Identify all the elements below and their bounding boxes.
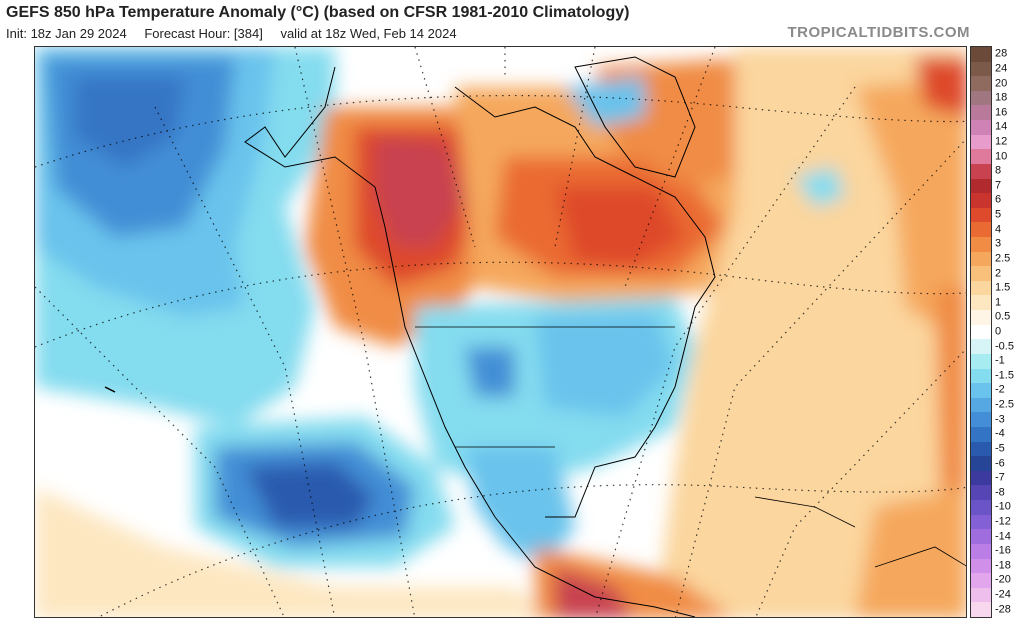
colorbar-segment	[971, 251, 991, 267]
colorbar-label: -28	[995, 603, 1011, 616]
colorbar-segment	[971, 163, 991, 180]
colorbar-label: 7	[995, 179, 1002, 192]
colorbar-segment	[971, 427, 991, 443]
colorbar-label: 16	[995, 106, 1008, 119]
colorbar-segment	[971, 222, 991, 238]
colorbar-segment	[971, 149, 991, 165]
colorbar-segment	[971, 193, 991, 209]
colorbar-segment	[971, 76, 991, 92]
colorbar-segment	[971, 339, 991, 355]
colorbar-label: -5	[995, 442, 1005, 455]
brand-watermark: TROPICALTIDBITS.COM	[787, 24, 970, 41]
coastlines	[104, 56, 966, 617]
colorbar-segment	[971, 412, 991, 428]
colorbar-label: -1.5	[995, 369, 1014, 382]
colorbar-label: 1.5	[995, 281, 1011, 294]
colorbar-segment	[971, 295, 991, 311]
colorbar-segment	[971, 105, 991, 121]
colorbar-segment	[971, 529, 991, 545]
colorbar-segment	[971, 514, 991, 530]
colorbar-segment	[971, 324, 991, 340]
colorbar-segment	[971, 280, 991, 296]
colorbar-label: -2	[995, 383, 1005, 396]
colorbar-label: -10	[995, 500, 1011, 513]
valid-time: valid at 18z Wed, Feb 14 2024	[280, 26, 457, 41]
colorbar-segment	[971, 207, 991, 223]
init-time: Init: 18z Jan 29 2024	[6, 26, 127, 41]
colorbar-label: -1	[995, 354, 1005, 367]
colorbar-segment	[971, 456, 991, 472]
colorbar-segment	[971, 383, 991, 399]
colorbar-segment	[971, 266, 991, 282]
colorbar-segment	[971, 134, 991, 150]
colorbar-label: -8	[995, 486, 1005, 499]
colorbar-label: -0.5	[995, 340, 1014, 353]
colorbar-segment	[971, 470, 991, 486]
colorbar-label: 0	[995, 325, 1002, 338]
colorbar-label: 14	[995, 120, 1008, 133]
colorbar-segment	[971, 500, 991, 516]
colorbar-segment	[971, 61, 991, 77]
colorbar-segment	[971, 602, 991, 618]
colorbar-labels: 28 24 20 18 16 14 12 10 8 7 6 5 4 3 2.5 2 1.5 1 0.5 0 -0.5 -1…	[994, 46, 1024, 618]
colorbar-label: -18	[995, 559, 1011, 572]
anomaly-field	[35, 47, 966, 617]
colorbar-label: 4	[995, 223, 1002, 236]
colorbar-segment	[971, 441, 991, 457]
colorbar-segment	[971, 178, 991, 194]
colorbar-label: 28	[995, 47, 1008, 60]
colorbar-label: -6	[995, 457, 1005, 470]
colorbar	[970, 46, 992, 618]
colorbar-label: -16	[995, 544, 1011, 557]
colorbar-label: 18	[995, 91, 1008, 104]
colorbar-label: -14	[995, 530, 1011, 543]
colorbar-label: 20	[995, 77, 1008, 90]
graticule	[35, 47, 966, 617]
colorbar-label: -12	[995, 515, 1011, 528]
colorbar-label: 0.5	[995, 310, 1011, 323]
colorbar-label: -2.5	[995, 398, 1014, 411]
colorbar-label: -3	[995, 413, 1005, 426]
colorbar-segment	[971, 310, 991, 326]
colorbar-label: 2	[995, 267, 1002, 280]
colorbar-segment	[971, 587, 991, 603]
chart-title: GEFS 850 hPa Temperature Anomaly (°C) (b…	[6, 4, 630, 21]
map-canvas	[35, 47, 966, 617]
colorbar-segment	[971, 397, 991, 413]
colorbar-label: -20	[995, 573, 1011, 586]
colorbar-segment	[971, 353, 991, 370]
colorbar-segment	[971, 485, 991, 501]
forecast-hour: Forecast Hour: [384]	[144, 26, 263, 41]
colorbar-segment	[971, 368, 991, 384]
colorbar-segment	[971, 120, 991, 136]
colorbar-label: 5	[995, 208, 1002, 221]
colorbar-label: 24	[995, 62, 1008, 75]
colorbar-label: -7	[995, 471, 1005, 484]
colorbar-label: 12	[995, 135, 1008, 148]
anomaly-map	[34, 46, 967, 618]
colorbar-label: 1	[995, 296, 1002, 309]
colorbar-segment	[971, 47, 991, 63]
colorbar-segment	[971, 573, 991, 589]
colorbar-segment	[971, 543, 991, 560]
colorbar-segment	[971, 558, 991, 574]
colorbar-label: 3	[995, 237, 1002, 250]
colorbar-segment	[971, 237, 991, 253]
colorbar-label: -24	[995, 588, 1011, 601]
colorbar-label: 10	[995, 150, 1008, 163]
chart-subtitle: Init: 18z Jan 29 2024 Forecast Hour: [38…	[6, 26, 471, 41]
colorbar-label: 2.5	[995, 252, 1011, 265]
colorbar-label: 6	[995, 193, 1002, 206]
colorbar-label: 8	[995, 164, 1002, 177]
colorbar-segment	[971, 90, 991, 106]
colorbar-label: -4	[995, 427, 1005, 440]
